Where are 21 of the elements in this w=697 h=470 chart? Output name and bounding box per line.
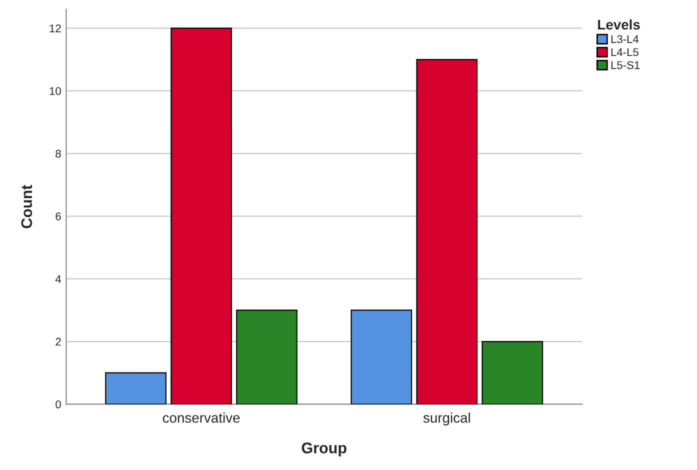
y-tick-label: 12 (50, 24, 61, 32)
bar (236, 310, 298, 404)
y-tick-label: 2 (56, 338, 61, 346)
x-tick-label: conservative (162, 412, 240, 423)
y-axis-title: Count (21, 184, 32, 228)
legend-title: Levels (598, 19, 640, 30)
y-tick-label: 4 (55, 275, 62, 283)
bar (416, 58, 478, 404)
legend-label: L3-L4 (611, 35, 639, 44)
x-axis-title: Group (302, 442, 346, 456)
x-tick-label: surgical (423, 412, 470, 426)
bar (350, 310, 412, 404)
y-tick-label: 0 (56, 400, 61, 408)
y-tick-label: 6 (56, 212, 61, 220)
legend-label: L5-S1 (611, 61, 640, 70)
y-tick-label: 10 (50, 87, 61, 95)
bar (105, 372, 166, 404)
y-tick-label: 8 (56, 150, 61, 158)
bar (170, 28, 232, 404)
legend-label: L4-L5 (611, 48, 638, 56)
bar (482, 340, 544, 404)
